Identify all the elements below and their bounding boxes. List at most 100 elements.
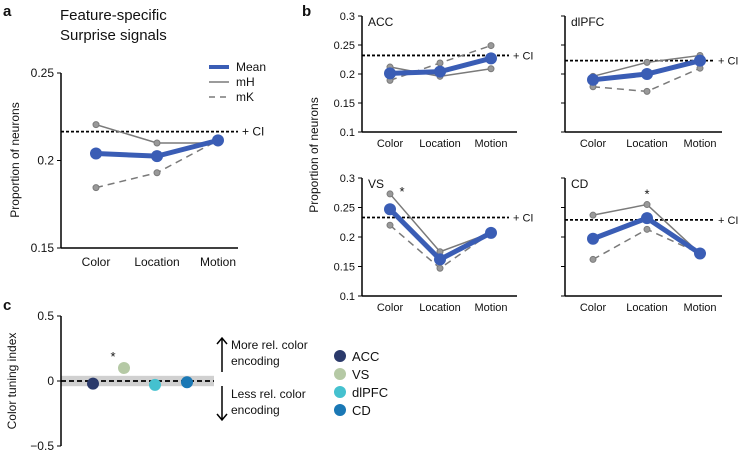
c-point-dlpfc	[149, 378, 161, 391]
b-y-axis-label: Proportion of neurons	[307, 97, 321, 212]
cd-mean-point-motion	[694, 247, 706, 260]
dlpfc-region-label: dlPFC	[571, 15, 605, 29]
dlpfc-mh-point-location	[643, 58, 651, 66]
cd-x-tick-label: Location	[626, 302, 668, 314]
acc-mk-point-location	[436, 59, 444, 67]
cd-x-tick-label: Color	[580, 302, 607, 314]
c-significance-star: *	[110, 349, 115, 364]
acc-x-tick-label: Motion	[474, 138, 507, 150]
vs-significance-star: *	[399, 184, 404, 199]
dlpfc-x-tick-label: Location	[626, 138, 668, 150]
cd-mean-point-color	[587, 232, 599, 245]
c-annotation-more: More rel. color	[231, 338, 308, 352]
cd-region-label: CD	[571, 177, 589, 191]
panel-letter-a: a	[3, 3, 12, 20]
vs-y-tick-label: 0.2	[340, 232, 355, 244]
a-y-tick-label: 0.25	[31, 66, 55, 80]
down-arrow-icon	[216, 386, 228, 422]
c-legend-swatch-cd	[334, 404, 346, 416]
c-annotation-less: Less rel. color	[231, 387, 306, 401]
a-mh-point-color	[92, 121, 100, 129]
acc-mh-point-motion	[487, 65, 495, 73]
a-y-axis-label: Proportion of neurons	[8, 102, 22, 217]
c-y-tick-label: 0	[47, 374, 54, 388]
acc-mean-point-color	[384, 67, 396, 80]
cd-mk-point-location	[643, 225, 651, 233]
a-mean-point-location	[151, 150, 163, 163]
panel-a-title: Feature-specific	[60, 7, 167, 24]
acc-x-tick-label: Color	[377, 138, 404, 150]
acc-y-tick-label: 0.25	[334, 40, 355, 52]
c-point-acc	[87, 377, 99, 390]
a-mk-point-color	[92, 184, 100, 192]
acc-mk-point-motion	[487, 42, 495, 50]
acc-mean-point-motion	[485, 52, 497, 65]
cd-mean-point-location	[641, 212, 653, 225]
vs-y-tick-label: 0.1	[340, 291, 355, 303]
dlpfc-mean-point-color	[587, 73, 599, 86]
a-x-tick-label: Color	[82, 255, 111, 269]
a-y-tick-label: 0.2	[37, 154, 54, 168]
cd-ci-label: + CI	[718, 215, 738, 227]
acc-ci-label: + CI	[513, 50, 533, 62]
acc-x-tick-label: Location	[419, 138, 461, 150]
a-x-tick-label: Location	[134, 255, 179, 269]
legend-label-mh: mH	[236, 75, 255, 89]
c-legend-swatch-vs	[334, 368, 346, 380]
a-ci-label: + CI	[242, 125, 264, 139]
vs-x-tick-label: Color	[377, 302, 404, 314]
c-point-vs	[118, 362, 130, 374]
vs-mean-point-location	[434, 253, 446, 266]
legend-label-mean: Mean	[236, 60, 266, 74]
vs-mean-point-motion	[485, 226, 497, 239]
panel-a-title: Surprise signals	[60, 27, 167, 44]
vs-y-tick-label: 0.3	[340, 173, 355, 185]
vs-y-tick-label: 0.25	[334, 203, 355, 215]
vs-mean-point-color	[384, 203, 396, 216]
c-annotation-less: encoding	[231, 403, 280, 417]
c-y-tick-label: 0.5	[37, 309, 54, 323]
vs-region-label: VS	[368, 177, 384, 191]
cd-mh-point-color	[589, 211, 597, 219]
panel-letter-c: c	[3, 297, 11, 314]
c-annotation-more: encoding	[231, 354, 280, 368]
c-legend-label-cd: CD	[352, 403, 371, 418]
c-y-tick-label: −0.5	[30, 439, 54, 452]
dlpfc-x-tick-label: Motion	[683, 138, 716, 150]
c-legend-label-dlpfc: dlPFC	[352, 385, 388, 400]
acc-y-tick-label: 0.3	[340, 11, 355, 23]
a-x-tick-label: Motion	[200, 255, 236, 269]
dlpfc-mean-point-location	[641, 68, 653, 80]
c-legend-swatch-dlpfc	[334, 386, 346, 398]
cd-mh-point-location	[643, 201, 651, 209]
c-y-axis-label: Color tuning index	[5, 333, 19, 430]
c-legend-label-acc: ACC	[352, 349, 379, 364]
a-mk-point-location	[153, 169, 161, 177]
vs-y-tick-label: 0.15	[334, 262, 355, 274]
a-mh-point-location	[153, 139, 161, 147]
vs-mk-point-color	[386, 221, 394, 229]
cd-x-tick-label: Motion	[683, 302, 716, 314]
up-arrow-icon	[216, 336, 228, 372]
acc-region-label: ACC	[368, 15, 394, 29]
c-legend-swatch-acc	[334, 350, 346, 362]
vs-x-tick-label: Motion	[474, 302, 507, 314]
vs-x-tick-label: Location	[419, 302, 461, 314]
acc-y-tick-label: 0.15	[334, 98, 355, 110]
acc-y-tick-label: 0.2	[340, 69, 355, 81]
vs-mk-point-location	[436, 264, 444, 272]
legend-label-mk: mK	[236, 90, 254, 104]
dlpfc-ci-label: + CI	[718, 56, 738, 68]
a-y-tick-label: 0.15	[31, 241, 55, 255]
a-mean-point-motion	[212, 134, 224, 147]
dlpfc-mk-point-location	[643, 87, 651, 95]
vs-ci-label: + CI	[513, 213, 533, 225]
vs-mh-point-color	[386, 190, 394, 198]
panel-letter-b: b	[302, 3, 311, 20]
cd-significance-star: *	[644, 187, 649, 202]
cd-mk-point-color	[589, 255, 597, 263]
a-mean-point-color	[90, 147, 102, 160]
dlpfc-mean-point-motion	[694, 54, 706, 67]
